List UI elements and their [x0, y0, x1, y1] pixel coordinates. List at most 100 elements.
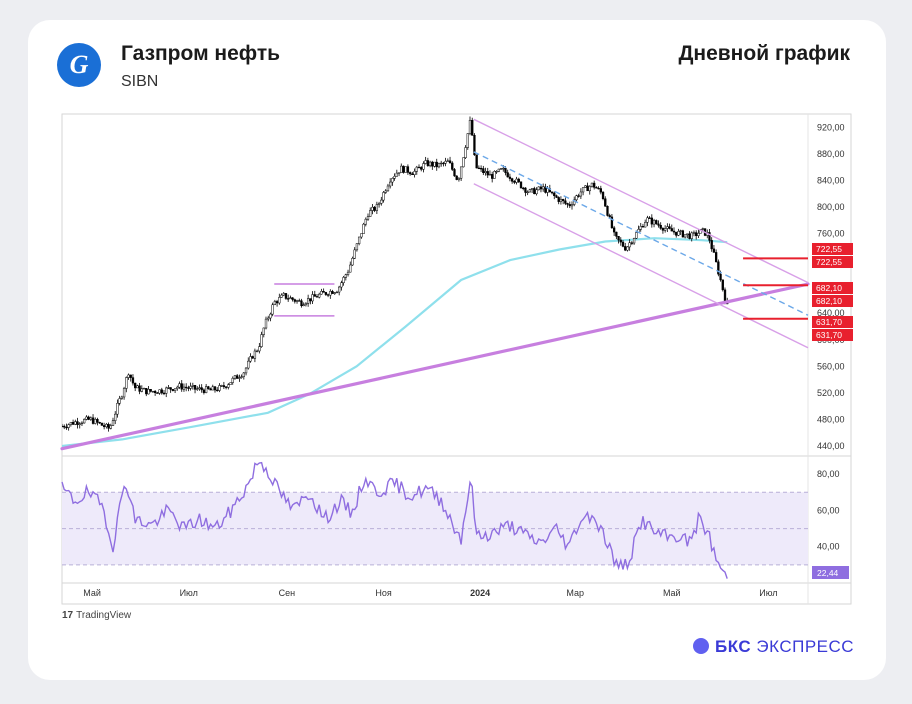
- candle-body: [482, 168, 485, 173]
- candle-body: [508, 176, 512, 179]
- candle-body: [380, 199, 383, 204]
- candle-body: [601, 191, 605, 199]
- candle-body: [446, 160, 449, 162]
- candle-body: [233, 375, 237, 379]
- candle-body: [116, 402, 119, 415]
- candle-body: [236, 375, 239, 379]
- candle-body: [464, 147, 467, 158]
- candle-body: [426, 160, 430, 166]
- candle-body: [488, 174, 492, 176]
- price-callout-label: 631,70: [816, 317, 842, 327]
- candle-body: [723, 289, 727, 302]
- candle-body: [96, 419, 99, 423]
- candle-body: [506, 172, 509, 178]
- candle-body: [550, 191, 554, 194]
- candle-body: [153, 390, 157, 393]
- candle-body: [683, 234, 687, 238]
- candle-body: [524, 187, 527, 193]
- candle-body: [530, 188, 534, 190]
- candle-body: [522, 187, 525, 190]
- candle-body: [408, 172, 412, 175]
- candle-body: [193, 385, 197, 390]
- candle-body: [493, 171, 496, 179]
- candle-body: [652, 220, 656, 225]
- candle-body: [389, 181, 392, 187]
- candle-body: [371, 206, 374, 211]
- rsi-value-label: 22,44: [817, 568, 839, 578]
- candle-body: [666, 226, 669, 229]
- candle-body: [688, 233, 691, 239]
- candle-body: [85, 416, 88, 420]
- candle-body: [437, 163, 441, 168]
- candle-body: [362, 223, 365, 234]
- channel-upper-line: [473, 118, 809, 284]
- candle-body: [435, 161, 438, 168]
- candle-body: [692, 232, 696, 234]
- candle-body: [719, 273, 722, 281]
- candle-body: [608, 215, 611, 218]
- candle-body: [553, 192, 556, 196]
- candle-body: [584, 185, 587, 188]
- candle-body: [428, 161, 432, 166]
- channel-mid-line: [473, 151, 809, 316]
- candle-body: [138, 385, 141, 392]
- y-tick-label: 520,00: [817, 388, 845, 398]
- candle-body: [313, 294, 316, 297]
- candle-body: [382, 192, 385, 201]
- candle-body: [648, 217, 651, 219]
- candle-body: [244, 367, 248, 374]
- candle-body: [619, 239, 622, 243]
- price-callout-label: 722,55: [816, 257, 842, 267]
- candle-body: [329, 291, 332, 296]
- candle-body: [404, 166, 407, 173]
- bks-brand-icon: [693, 638, 709, 654]
- candle-body: [462, 157, 465, 168]
- candle-body: [136, 385, 139, 389]
- price-callout-box: [812, 316, 853, 328]
- rsi-line: [61, 461, 728, 579]
- candle-body: [491, 174, 494, 179]
- candle-body: [284, 293, 288, 299]
- candle-body: [231, 378, 234, 383]
- x-tick-label: Май: [663, 588, 681, 598]
- candle-body: [202, 389, 206, 393]
- candle-body: [420, 167, 423, 170]
- candle-body: [504, 168, 507, 173]
- candle-body: [384, 190, 387, 193]
- candle-body: [471, 119, 474, 136]
- candle-body: [697, 233, 700, 236]
- candle-body: [287, 298, 290, 300]
- candle-body: [340, 282, 343, 288]
- candle-body: [473, 134, 476, 156]
- candle-body: [322, 291, 325, 293]
- x-tick-label: Май: [83, 588, 101, 598]
- candle-body: [251, 356, 254, 359]
- candle-body: [80, 422, 84, 425]
- candle-body: [311, 294, 314, 302]
- candle-body: [229, 382, 232, 385]
- candle-body: [355, 243, 359, 251]
- candle-body: [69, 422, 73, 425]
- candle-body: [468, 119, 472, 134]
- candle-body: [595, 187, 598, 189]
- candle-body: [142, 388, 146, 390]
- candle-body: [131, 377, 135, 384]
- candle-body: [672, 230, 676, 233]
- candle-body: [273, 301, 277, 305]
- candle-body: [149, 389, 152, 392]
- candle-body: [158, 389, 161, 394]
- candle-body: [537, 186, 540, 191]
- channel-lower-line: [473, 183, 809, 349]
- candle-body: [167, 387, 170, 389]
- y-tick-label: 440,00: [817, 441, 845, 451]
- candle-body: [344, 274, 347, 278]
- candle-body: [304, 303, 308, 306]
- candle-body: [557, 197, 560, 202]
- candle-body: [535, 189, 538, 195]
- candle-body: [533, 188, 536, 195]
- candle-body: [375, 204, 379, 211]
- candle-body: [373, 206, 376, 211]
- candle-body: [714, 252, 718, 263]
- bks-brand-logo: БКС ЭКСПРЕСС: [693, 637, 854, 657]
- candle-body: [357, 236, 361, 244]
